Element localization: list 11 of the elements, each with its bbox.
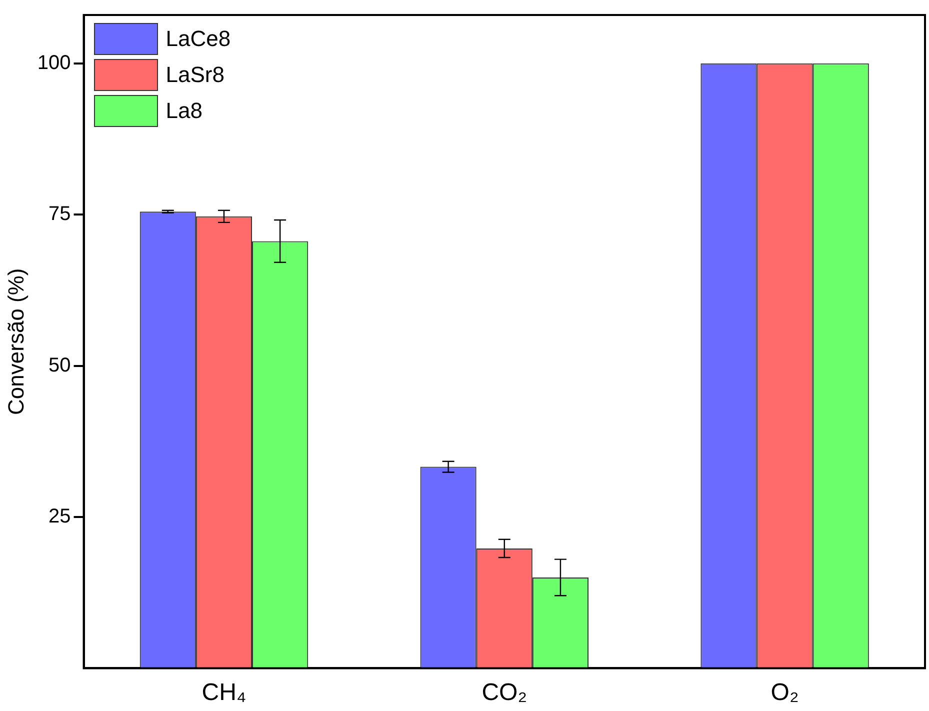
legend-label: LaSr8 <box>166 62 224 88</box>
x-tick-label: CH₄ <box>202 679 246 706</box>
legend-label: LaCe8 <box>166 26 231 52</box>
y-tick-label: 25 <box>48 506 71 528</box>
x-tick-label: CO₂ <box>482 679 528 706</box>
x-tick-label: O₂ <box>770 679 799 706</box>
y-axis-title: Conversão (%) <box>3 268 28 415</box>
y-tick-label: 75 <box>48 203 71 226</box>
legend-label: La8 <box>166 98 202 124</box>
y-tick-label: 100 <box>37 52 71 74</box>
y-tick-label: 50 <box>48 354 71 376</box>
